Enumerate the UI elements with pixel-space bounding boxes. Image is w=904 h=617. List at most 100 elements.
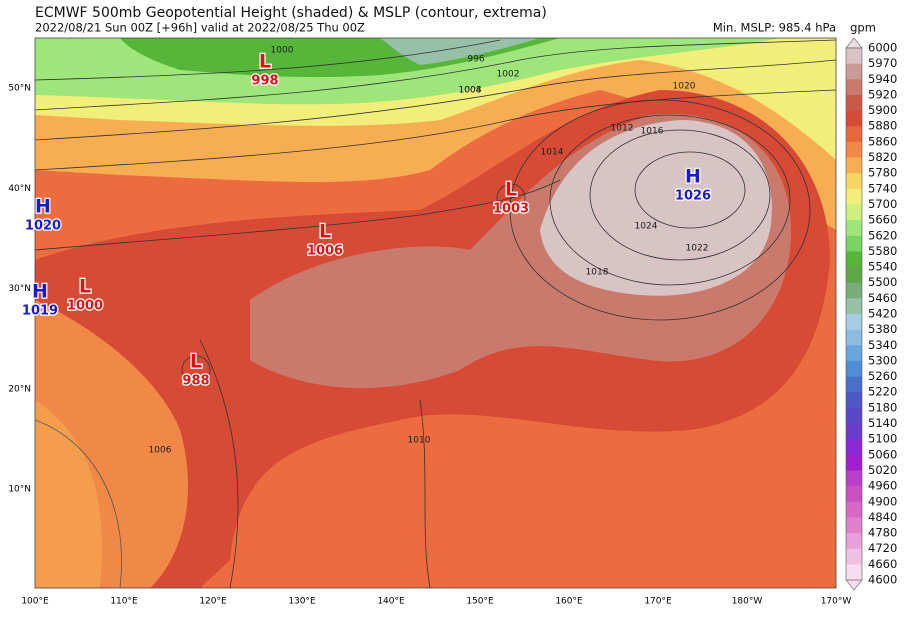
colorbar-label: 5060 bbox=[868, 447, 897, 461]
lon-label: 140°E bbox=[377, 597, 405, 607]
contour-label: 1022 bbox=[686, 244, 709, 254]
lon-label: 130°E bbox=[288, 597, 316, 607]
colorbar-label: 5380 bbox=[868, 322, 897, 336]
contour-label: 1020 bbox=[673, 82, 696, 92]
colorbar-label: 5580 bbox=[868, 244, 897, 258]
colorbar-label: 5540 bbox=[868, 260, 897, 274]
lat-label: 40°N bbox=[8, 184, 31, 194]
colorbar-label: 5100 bbox=[868, 432, 897, 446]
colorbar-label: 5880 bbox=[868, 119, 897, 133]
colorbar-label: 4960 bbox=[868, 479, 897, 493]
contour-label: 1004 bbox=[459, 86, 482, 96]
colorbar-label: 5260 bbox=[868, 369, 897, 383]
colorbar-swatch bbox=[846, 282, 862, 299]
contour-label: 1012 bbox=[611, 124, 634, 134]
lat-label: 50°N bbox=[8, 84, 31, 94]
colorbar-end bbox=[845, 579, 863, 591]
center-value: 1020 bbox=[25, 219, 61, 234]
center-value: 988 bbox=[182, 374, 209, 389]
center-value: 998 bbox=[251, 74, 278, 89]
colorbar-label: 5460 bbox=[868, 291, 897, 305]
colorbar-label: 5900 bbox=[868, 103, 897, 117]
colorbar-label: 4660 bbox=[868, 557, 897, 571]
colorbar-label: 5920 bbox=[868, 87, 897, 101]
colorbar-swatch bbox=[846, 533, 862, 550]
colorbar-swatch bbox=[846, 517, 862, 534]
contour-label: 1000 bbox=[271, 46, 294, 56]
colorbar-swatch bbox=[846, 407, 862, 424]
colorbar-swatch bbox=[846, 126, 862, 143]
colorbar-swatch bbox=[846, 94, 862, 111]
center-value: 1026 bbox=[675, 189, 711, 204]
lon-label: 170°E bbox=[644, 597, 672, 607]
colorbar-swatch bbox=[846, 157, 862, 174]
contour-label: 1024 bbox=[635, 222, 658, 232]
center-value: 1006 bbox=[307, 244, 343, 259]
colorbar-label: 5780 bbox=[868, 166, 897, 180]
lon-label: 120°E bbox=[199, 597, 227, 607]
colorbar-swatch bbox=[846, 360, 862, 377]
colorbar-label: 5970 bbox=[868, 56, 897, 70]
lat-label: 20°N bbox=[8, 384, 31, 394]
lon-label: 170°W bbox=[821, 597, 852, 607]
colorbar-swatch bbox=[846, 564, 862, 581]
colorbar-swatch bbox=[846, 470, 862, 487]
center-value: 1000 bbox=[67, 299, 103, 314]
colorbar-label: 5220 bbox=[868, 385, 897, 399]
subtitle: 2022/08/21 Sun 00Z [+96h] valid at 2022/… bbox=[35, 21, 365, 35]
colorbar-swatch bbox=[846, 63, 862, 80]
colorbar-swatch bbox=[846, 204, 862, 221]
center-letter: L bbox=[190, 351, 202, 373]
center-value: 1019 bbox=[22, 304, 58, 319]
lat-label: 30°N bbox=[8, 284, 31, 294]
colorbar-swatch bbox=[846, 454, 862, 471]
contour-label: 1006 bbox=[149, 446, 172, 456]
colorbar-swatch bbox=[846, 423, 862, 440]
colorbar-label: 4720 bbox=[868, 541, 897, 555]
colorbar-label: 5180 bbox=[868, 400, 897, 414]
colorbar-swatch bbox=[846, 298, 862, 315]
lon-label: 150°E bbox=[466, 597, 494, 607]
colorbar-swatch bbox=[846, 251, 862, 268]
colorbar-label: 5020 bbox=[868, 463, 897, 477]
contour-label: 996 bbox=[467, 55, 484, 65]
colorbar-label: 5620 bbox=[868, 228, 897, 242]
title: ECMWF 500mb Geopotential Height (shaded)… bbox=[35, 5, 547, 21]
colorbar-swatch bbox=[846, 220, 862, 237]
lat-label: 10°N bbox=[8, 485, 31, 495]
colorbar-swatch bbox=[846, 267, 862, 284]
colorbar-swatch bbox=[846, 314, 862, 330]
colorbar-label: 4840 bbox=[868, 510, 897, 524]
colorbar-swatch bbox=[846, 329, 862, 346]
colorbar-label: 5940 bbox=[868, 72, 897, 86]
contour-label: 1008 bbox=[459, 86, 482, 96]
contour-label: 1010 bbox=[408, 436, 431, 446]
colorbar-label: 5660 bbox=[868, 213, 897, 227]
lon-label: 160°E bbox=[555, 597, 583, 607]
map bbox=[34, 37, 837, 589]
colorbar-label: 6000 bbox=[868, 41, 897, 55]
center-letter: L bbox=[505, 179, 517, 201]
center-letter: L bbox=[259, 51, 271, 73]
colorbar-label: 4600 bbox=[868, 573, 897, 587]
colorbar-swatch bbox=[846, 392, 862, 409]
colorbar-swatch bbox=[846, 376, 862, 393]
colorbar-label: 4900 bbox=[868, 494, 897, 508]
colorbar-swatch bbox=[846, 48, 862, 64]
colorbar-label: 5860 bbox=[868, 134, 897, 148]
contour-label: 1014 bbox=[541, 148, 564, 158]
colorbar-swatch bbox=[846, 235, 862, 252]
colorbar-swatch bbox=[846, 173, 862, 190]
colorbar-swatch bbox=[846, 141, 862, 158]
contour-label: 1002 bbox=[497, 70, 520, 80]
center-letter: L bbox=[79, 276, 91, 298]
lon-label: 110°E bbox=[110, 597, 138, 607]
center-letter: H bbox=[35, 196, 51, 218]
colorbar-label: 4780 bbox=[868, 526, 897, 540]
colorbar-swatch bbox=[846, 188, 862, 205]
center-value: 1003 bbox=[493, 202, 529, 217]
colorbar-swatch bbox=[846, 439, 862, 456]
contour-label: 1018 bbox=[586, 268, 609, 278]
colorbar-label: 5700 bbox=[868, 197, 897, 211]
